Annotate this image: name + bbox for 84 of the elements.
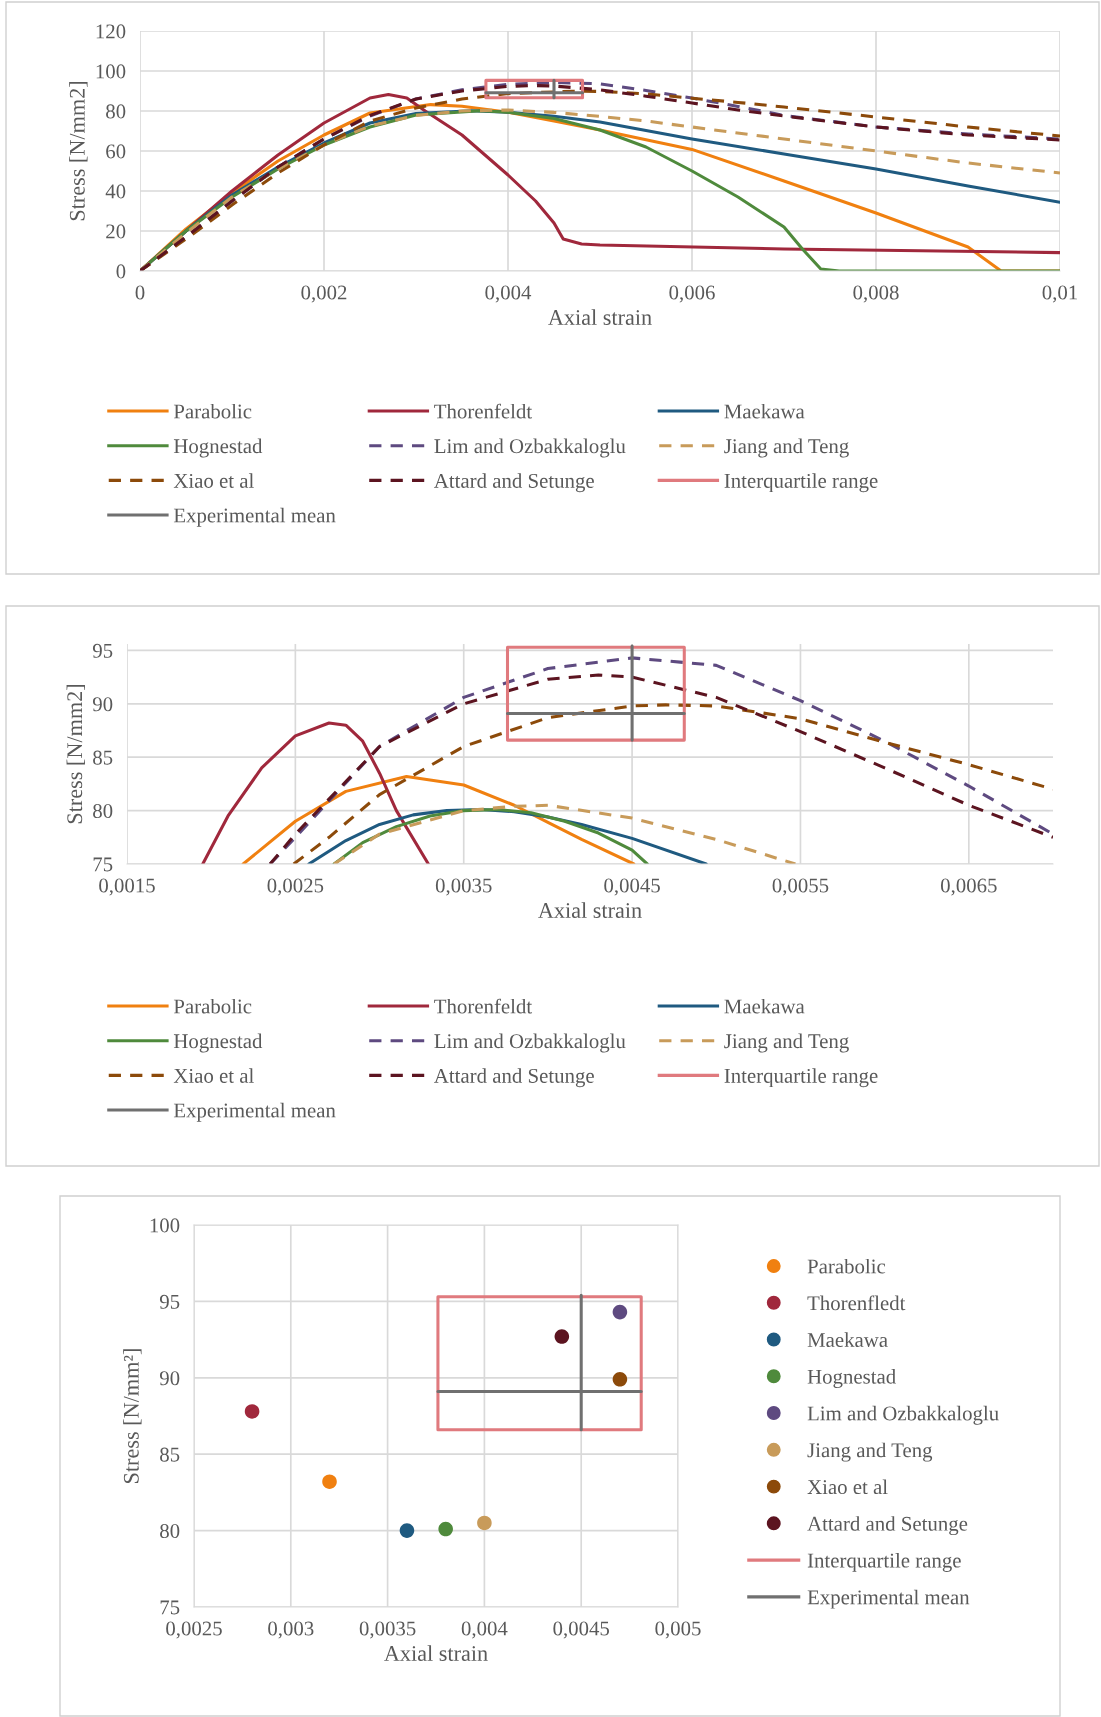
y-tick-label: 20 xyxy=(106,224,126,239)
y-tick-label: 100 xyxy=(96,64,126,79)
legend-label: Xiao et al xyxy=(173,1068,254,1083)
legend-label: Jiang and Teng xyxy=(724,438,849,458)
point xyxy=(399,1523,415,1538)
legend-label: Maekawa xyxy=(724,403,805,419)
x-tick-label: 0,004 xyxy=(485,285,532,303)
y-axis-title: Stress [N/mm2] xyxy=(66,684,85,824)
legend-label: Maekawa xyxy=(807,1332,888,1347)
line-series xyxy=(292,703,1053,864)
legend-label: Parabolic xyxy=(807,1258,886,1274)
y-tick-label: 80 xyxy=(93,803,113,819)
legend-label: Parabolic xyxy=(173,403,252,419)
legend-label: Lim and Ozbakkaloglu xyxy=(434,438,626,458)
x-tick-label: 0,0025 xyxy=(166,1621,222,1639)
x-tick-label: 0,0035 xyxy=(359,1621,416,1639)
y-tick-label: 0 xyxy=(116,264,126,279)
legend-label: Thorenfeldt xyxy=(434,403,533,419)
point xyxy=(612,1372,628,1387)
legend-label: Attard and Setunge xyxy=(434,1068,594,1088)
x-tick-label: 0,0045 xyxy=(553,1621,610,1639)
y-tick-label: 75 xyxy=(160,1600,180,1615)
y-tick-label: 95 xyxy=(159,1294,180,1309)
point xyxy=(322,1474,337,1489)
legend-label: Xiao et al xyxy=(807,1479,888,1495)
legend-label: Interquartile range xyxy=(807,1552,961,1572)
y-tick-label: 100 xyxy=(150,1218,180,1233)
x-tick-label: 0,006 xyxy=(669,285,715,303)
legend-label: Attard and Setunge xyxy=(807,1516,968,1536)
legend-label: Hognestad xyxy=(173,1033,263,1053)
legend-label: Maekawa xyxy=(724,998,805,1014)
legend-label: Jiang and Teng xyxy=(807,1442,933,1462)
legend-label: Thorenfledt xyxy=(807,1295,906,1311)
legend-label: Hognestad xyxy=(173,438,263,458)
x-tick-label: 0,01 xyxy=(1042,285,1077,303)
x-tick-label: 0,005 xyxy=(655,1621,701,1639)
point xyxy=(554,1329,570,1344)
y-tick-label: 120 xyxy=(96,24,126,39)
y-tick-label: 80 xyxy=(106,104,126,119)
legend-label: Experimental mean xyxy=(173,1102,336,1122)
y-tick-label: 90 xyxy=(92,697,113,712)
x-axis-title: Axial strain xyxy=(548,309,652,325)
legend-label: Parabolic xyxy=(173,998,252,1014)
legend-label: Interquartile range xyxy=(724,1068,878,1088)
y-axis-title: Stress [N/mm2] xyxy=(69,81,88,221)
x-tick-label: 0 xyxy=(135,285,145,300)
x-tick-label: 0,004 xyxy=(461,1621,508,1639)
x-tick-label: 0,0055 xyxy=(772,878,829,896)
line-series xyxy=(241,774,636,864)
point xyxy=(477,1515,492,1531)
y-tick-label: 85 xyxy=(160,1447,180,1462)
x-tick-label: 0,0065 xyxy=(940,878,997,896)
x-tick-label: 0,0015 xyxy=(99,878,155,896)
y-tick-label: 40 xyxy=(105,184,126,199)
legend-label: Hognestad xyxy=(807,1369,896,1389)
point xyxy=(612,1304,628,1320)
y-tick-label: 60 xyxy=(106,144,126,159)
x-tick-label: 0,003 xyxy=(268,1621,314,1639)
legend-label: Thorenfeldt xyxy=(434,998,533,1014)
y-axis-title: Stress [N/mm²] xyxy=(123,1349,142,1483)
x-tick-label: 0,002 xyxy=(301,285,347,303)
legend-label: Lim and Ozbakkaloglu xyxy=(434,1033,626,1053)
x-axis-title: Axial strain xyxy=(538,902,642,918)
y-tick-label: 95 xyxy=(92,643,113,658)
y-tick-label: 85 xyxy=(93,750,113,765)
line-series xyxy=(201,721,430,864)
line-series xyxy=(332,803,797,864)
legend-label: Interquartile range xyxy=(724,473,878,493)
legend-label: Xiao et al xyxy=(173,473,254,488)
legend-label: Experimental mean xyxy=(807,1589,970,1609)
legend-label: Attard and Setunge xyxy=(434,473,594,493)
legend-label: Experimental mean xyxy=(173,507,336,527)
x-tick-label: 0,008 xyxy=(853,285,899,303)
point xyxy=(438,1521,453,1537)
point xyxy=(244,1404,260,1419)
y-tick-label: 75 xyxy=(93,857,113,872)
legend-label: Jiang and Teng xyxy=(724,1033,849,1053)
y-tick-label: 90 xyxy=(159,1371,180,1386)
x-tick-label: 0,0045 xyxy=(604,878,660,896)
x-axis-title: Axial strain xyxy=(384,1645,488,1661)
x-tick-label: 0,0035 xyxy=(435,878,492,896)
legend-label: Lim and Ozbakkaloglu xyxy=(807,1405,999,1425)
y-tick-label: 80 xyxy=(160,1523,180,1539)
x-tick-label: 0,0025 xyxy=(267,878,324,896)
